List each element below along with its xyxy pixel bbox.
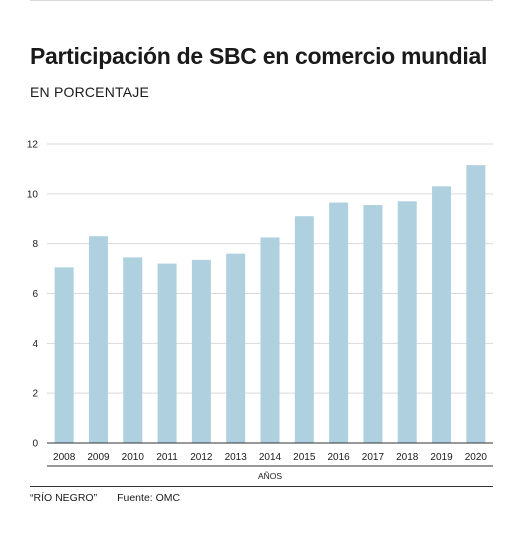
bar-2016 xyxy=(329,202,349,443)
x-tick-label: 2017 xyxy=(362,452,385,463)
y-tick-label: 4 xyxy=(32,339,38,350)
footer: “RÍO NEGRO” Fuente: OMC xyxy=(30,492,180,504)
x-tick-label: 2009 xyxy=(87,452,110,463)
x-tick-label: 2008 xyxy=(53,452,76,463)
y-tick-label: 10 xyxy=(27,189,39,200)
x-tick-label: 2013 xyxy=(225,452,248,463)
chart-subtitle: EN PORCENTAJE xyxy=(30,84,150,100)
x-tick-label: 2016 xyxy=(327,452,350,463)
y-tick-label: 6 xyxy=(32,289,38,300)
bar-2018 xyxy=(397,201,417,443)
chart-title: Participación de SBC en comercio mundial xyxy=(30,43,488,69)
y-tick-label: 8 xyxy=(32,239,38,250)
credit-text: “RÍO NEGRO” xyxy=(30,492,98,504)
y-tick-label: 2 xyxy=(32,389,38,400)
bar-2010 xyxy=(123,257,143,443)
x-axis-label: AÑOS xyxy=(258,471,282,481)
bar-2019 xyxy=(432,186,452,443)
x-tick-label: 2020 xyxy=(465,452,488,463)
bar-2012 xyxy=(191,259,211,443)
y-tick-label: 12 xyxy=(27,140,39,151)
x-tick-label: 2018 xyxy=(396,452,419,463)
bar-2014 xyxy=(260,237,280,443)
y-tick-label: 0 xyxy=(32,439,38,450)
x-tick-label: 2015 xyxy=(293,452,316,463)
top-rule xyxy=(30,0,493,1)
bar-2011 xyxy=(157,263,177,443)
bar-2008 xyxy=(54,267,74,443)
bar-2017 xyxy=(363,205,383,443)
bar-2009 xyxy=(88,236,108,443)
x-tick-label: 2010 xyxy=(122,452,145,463)
bar-2015 xyxy=(294,216,314,443)
footer-rule xyxy=(30,486,493,487)
x-tick-label: 2014 xyxy=(259,452,282,463)
source-text: Fuente: OMC xyxy=(117,492,181,504)
x-tick-label: 2011 xyxy=(156,452,178,463)
x-tick-label: 2012 xyxy=(190,452,213,463)
x-tick-label: 2019 xyxy=(430,452,453,463)
bar-2020 xyxy=(466,165,486,443)
bar-2013 xyxy=(226,253,246,443)
